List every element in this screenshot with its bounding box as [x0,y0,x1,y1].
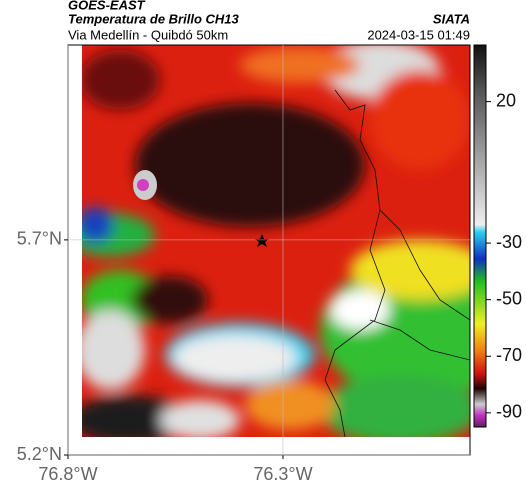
satellite-image [82,45,470,437]
y-tick-label: 5.7°N [17,229,62,249]
colorbar-tick-label: -50 [496,288,522,308]
colorbar-tick-label: -90 [496,402,522,422]
colorbar-tick-label: 20 [496,90,516,110]
satellite: GOES-EAST [68,0,146,12]
source: SIATA [433,11,470,26]
product: Temperatura de Brillo CH13 [68,11,240,26]
colorbar [473,44,487,428]
colorbar-tick-label: -70 [496,345,522,365]
x-tick-label: 76.3°W [253,464,312,484]
timestamp: 2024-03-15 01:49 [367,27,470,42]
x-tick-label: 76.8°W [38,464,97,484]
colorbar-tick-label: -30 [496,232,522,252]
route: Via Medellín - Quibdó 50km [68,27,228,42]
y-tick-label: 5.2°N [17,444,62,464]
